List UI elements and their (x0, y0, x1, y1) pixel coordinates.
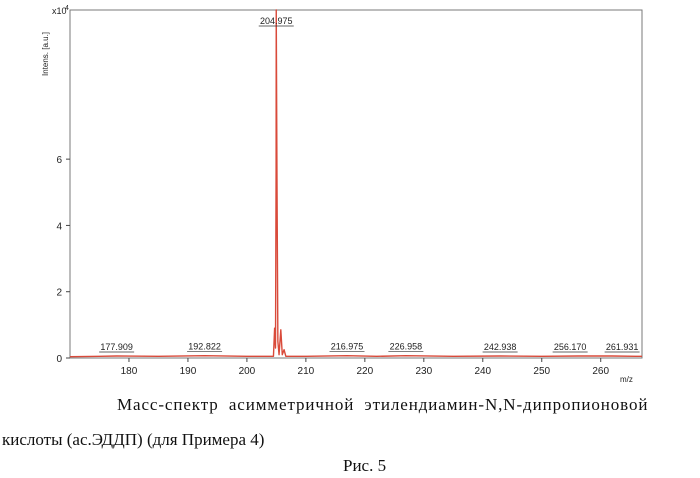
chart-series-layer (70, 10, 642, 357)
y-tick-label: 0 (56, 354, 62, 365)
mass-spectrum-chart: 180 190 200 210 220 230 240 250 260 0 2 4 6 Intens. [… (0, 0, 700, 390)
x-axis-label: m/z (620, 375, 633, 384)
plot-frame (70, 10, 642, 358)
caption-line-2: кислоты (ас.ЭДДП) (для Примера 4) (2, 430, 264, 450)
chart-label-layer: 180 190 200 210 220 230 240 250 260 0 2 4 6 Intens. [… (41, 5, 640, 384)
peak-label: 261.931 (606, 342, 639, 352)
peak-label: 177.909 (100, 342, 133, 352)
y-tick-label: 6 (56, 155, 62, 166)
y-tick-label: 2 (56, 288, 62, 299)
x-tick-label: 240 (474, 366, 491, 377)
peak-label: 216.975 (331, 342, 364, 352)
x-tick-label: 200 (239, 366, 256, 377)
peak-label: 204.975 (260, 16, 293, 26)
x-tick-label: 210 (298, 366, 315, 377)
peak-label: 226.958 (390, 342, 423, 352)
caption-line-1: Масс-спектр асимметричной этилендиамин-N… (117, 395, 648, 415)
peak-label: 242.938 (484, 342, 517, 352)
x-tick-label: 230 (415, 366, 432, 377)
y-axis-label: Intens. [a.u.] (41, 32, 50, 76)
y-tick-label: 4 (56, 221, 62, 232)
x-tick-label: 180 (121, 366, 138, 377)
x-tick-label: 190 (180, 366, 197, 377)
chart-frame-layer (66, 10, 642, 362)
x-tick-label: 260 (592, 366, 609, 377)
spectrum-line (70, 10, 642, 357)
peak-label: 192.822 (188, 342, 221, 352)
y-exponent-label: 4 (65, 5, 69, 12)
x-tick-label: 250 (533, 366, 550, 377)
figure-label: Рис. 5 (343, 456, 386, 476)
x-tick-label: 220 (357, 366, 374, 377)
peak-label: 256.170 (554, 342, 587, 352)
